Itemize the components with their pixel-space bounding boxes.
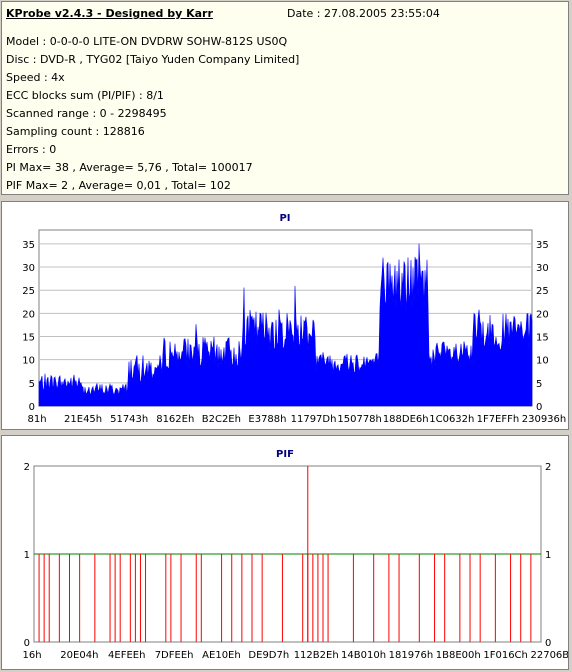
pi-xtick-label: 1F7EFFh — [477, 414, 520, 425]
pi-ytick-left: 10 — [22, 356, 35, 367]
pi-ytick-right: 0 — [536, 402, 542, 413]
pi-xtick-label: 150778h — [337, 414, 382, 425]
pi-chart-panel: PI 0 0 5 5 10 10 15 15 20 20 25 25 30 30 35 35 81h 21E45h… — [1, 201, 569, 430]
info-panel: KProbe v2.4.3 - Designed by Karr Date : … — [1, 1, 569, 195]
app-title: KProbe v2.4.3 - Designed by Karr — [6, 7, 213, 20]
pif-xtick-label: 14B010h — [341, 650, 386, 661]
pif-xtick-label: AE10Eh — [202, 650, 241, 661]
model-line: Model : 0-0-0-0 LITE-ON DVDRW SOHW-812S … — [6, 35, 288, 48]
pi-series-area — [38, 243, 533, 407]
speed-line: Speed : 4x — [6, 71, 65, 84]
pi-ytick-right: 30 — [536, 263, 549, 274]
pi-xtick-label: 81h — [27, 414, 46, 425]
ecc-line: ECC blocks sum (PI/PIF) : 8/1 — [6, 89, 164, 102]
pif-ytick-left: 1 — [24, 550, 30, 561]
pif-ytick-right: 2 — [545, 462, 551, 473]
pif-chart: PIF 0 0 1 1 2 2 16h 20E04h 4EFEEh 7DFEEh AE10Eh DE9… — [22, 449, 572, 661]
pi-ytick-right: 10 — [536, 356, 549, 367]
pi-xtick-label: 1C0632h — [429, 414, 474, 425]
pif-xtick-label: 181976h — [389, 650, 434, 661]
pi-xtick-label: E3788h — [248, 414, 286, 425]
pi-ytick-left: 25 — [22, 286, 35, 297]
pif-ytick-left: 2 — [24, 462, 30, 473]
pi-ytick-left: 35 — [22, 240, 35, 251]
pi-xtick-label: 230936h — [522, 414, 567, 425]
pi-xtick-label: 188DE6h — [383, 414, 429, 425]
pi-xtick-label: B2C2Eh — [202, 414, 241, 425]
disc-line: Disc : DVD-R , TYG02 [Taiyo Yuden Compan… — [6, 53, 300, 66]
pif-xtick-label: 7DFEEh — [155, 650, 194, 661]
pi-ytick-left: 20 — [22, 309, 35, 320]
pi-xtick-label: 51743h — [110, 414, 148, 425]
pi-chart-title: PI — [279, 213, 290, 224]
pi-ytick-left: 15 — [22, 333, 35, 344]
pif-chart-title: PIF — [276, 449, 294, 460]
pif-xtick-label: 20E04h — [60, 650, 98, 661]
pi-xtick-label: 8162Eh — [156, 414, 194, 425]
pif-ytick-right: 1 — [545, 550, 551, 561]
pi-chart: PI 0 0 5 5 10 10 15 15 20 20 25 25 30 30 35 35 81h 21E45h… — [22, 213, 567, 425]
scan-date: Date : 27.08.2005 23:55:04 — [287, 7, 440, 20]
pi-xtick-label: 11797Dh — [291, 414, 337, 425]
pi-xtick-label: 21E45h — [64, 414, 102, 425]
pi-ytick-left: 0 — [29, 402, 35, 413]
pif-xtick-label: 112B2Eh — [294, 650, 339, 661]
pi-ytick-right: 5 — [536, 379, 542, 390]
pi-ytick-right: 20 — [536, 309, 549, 320]
pif-chart-panel: PIF 0 0 1 1 2 2 16h 20E04h 4EFEEh 7DFEEh AE10Eh DE9… — [1, 435, 572, 670]
pif-xtick-label: DE9D7h — [248, 650, 289, 661]
pi-ytick-left: 30 — [22, 263, 35, 274]
pi-ytick-right: 25 — [536, 286, 549, 297]
pif-xtick-label: 1F016Ch — [483, 650, 528, 661]
pif-xtick-label: 16h — [22, 650, 41, 661]
sampling-line: Sampling count : 128816 — [6, 125, 145, 138]
pif-ytick-left: 0 — [24, 638, 30, 649]
pif-stats-line: PIF Max= 2 , Average= 0,01 , Total= 102 — [6, 179, 231, 192]
range-line: Scanned range : 0 - 2298495 — [6, 107, 167, 120]
pif-xtick-label: 4EFEEh — [108, 650, 145, 661]
pi-ytick-right: 35 — [536, 240, 549, 251]
pi-ytick-left: 5 — [29, 379, 35, 390]
pif-xtick-label: 22706Bh — [530, 650, 568, 661]
pif-ytick-right: 0 — [545, 638, 551, 649]
pi-stats-line: PI Max= 38 , Average= 5,76 , Total= 1000… — [6, 161, 253, 174]
errors-line: Errors : 0 — [6, 143, 57, 156]
pif-xtick-label: 1B8E00h — [436, 650, 481, 661]
pi-ytick-right: 15 — [536, 333, 549, 344]
